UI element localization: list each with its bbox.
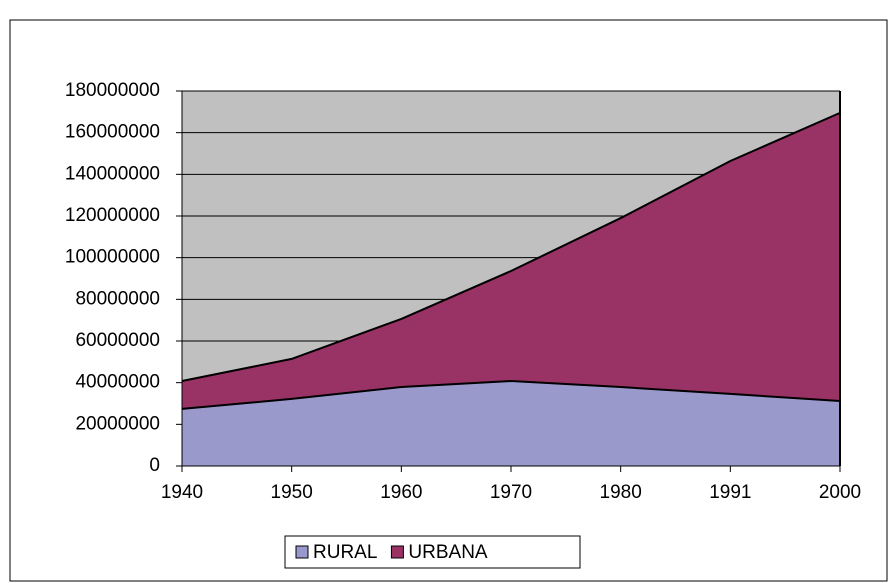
legend-swatch	[390, 545, 404, 559]
y-tick-label: 20000000	[75, 413, 160, 434]
area-edge	[181, 111, 841, 382]
y-tick-label: 180000000	[65, 80, 160, 101]
x-tick-label: 1970	[490, 482, 532, 503]
legend-swatch	[295, 545, 309, 559]
x-tick-label: 1940	[161, 482, 203, 503]
y-tick-label: 140000000	[65, 163, 160, 184]
legend-label: RURAL	[313, 542, 377, 563]
y-tick-label: 60000000	[75, 330, 160, 351]
legend	[284, 535, 581, 569]
y-tick-label: 80000000	[75, 288, 160, 309]
y-tick-label: 100000000	[65, 247, 160, 268]
x-tick-label: 1980	[600, 482, 642, 503]
x-tick-label: 1991	[709, 482, 751, 503]
area	[182, 381, 840, 466]
y-tick-label: 0	[149, 455, 160, 476]
legend-label: URBANA	[408, 542, 488, 563]
y-tick-label: 160000000	[65, 122, 160, 143]
x-tick-label: 1960	[380, 482, 422, 503]
x-tick-label: 1950	[271, 482, 313, 503]
area	[182, 112, 840, 409]
x-tick-label: 2000	[819, 482, 861, 503]
area-edge	[181, 379, 841, 410]
y-tick-label: 40000000	[75, 372, 160, 393]
y-tick-label: 120000000	[65, 205, 160, 226]
